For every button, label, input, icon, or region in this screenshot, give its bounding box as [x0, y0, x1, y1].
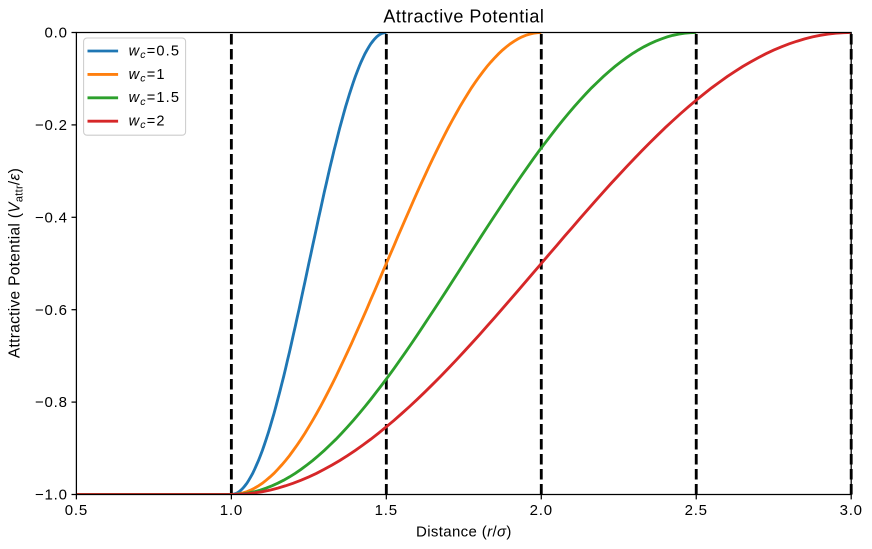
svg-text:Attractive Potential: Attractive Potential [383, 7, 544, 27]
svg-text:0.5: 0.5 [65, 502, 88, 519]
svg-text:1.0: 1.0 [220, 502, 243, 519]
svg-text:−0.4: −0.4 [35, 209, 68, 226]
svg-text:2.5: 2.5 [685, 502, 708, 519]
svg-text:Attractive Potential (Vattr/ε): Attractive Potential (Vattr/ε) [7, 168, 26, 358]
svg-text:1.5: 1.5 [375, 502, 398, 519]
svg-text:wc=1.5: wc=1.5 [129, 90, 181, 108]
svg-text:−0.6: −0.6 [35, 302, 68, 319]
svg-text:wc=2: wc=2 [129, 114, 166, 132]
svg-text:−0.8: −0.8 [35, 394, 68, 411]
svg-text:Distance (r/σ): Distance (r/σ) [416, 524, 512, 541]
svg-text:2.0: 2.0 [530, 502, 553, 519]
svg-text:−0.2: −0.2 [35, 117, 68, 134]
svg-text:wc=1: wc=1 [129, 67, 166, 85]
svg-text:3.0: 3.0 [840, 502, 863, 519]
svg-text:wc=0.5: wc=0.5 [129, 43, 181, 61]
svg-text:−1.0: −1.0 [35, 487, 68, 504]
svg-text:0.0: 0.0 [45, 25, 68, 42]
